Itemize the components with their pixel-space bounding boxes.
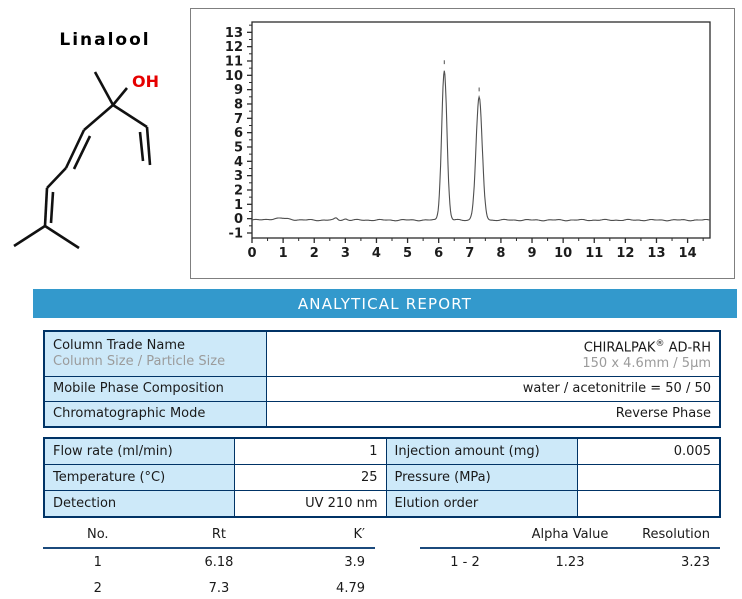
elution-order-label: Elution order xyxy=(385,490,578,518)
x-tick-label: 1 xyxy=(279,246,288,261)
x-tick-label: 11 xyxy=(585,246,603,261)
plot-frame xyxy=(251,21,711,239)
column-size-value: 150 x 4.6mm / 5µm xyxy=(582,356,711,372)
y-tick-label: -1 xyxy=(229,226,243,241)
pair-value: 1 - 2 xyxy=(450,555,480,570)
x-tick-label: 7 xyxy=(465,246,474,261)
table-row: 2 7.3 4.79 xyxy=(43,575,375,599)
flow-rate-label: Flow rate (ml/min) xyxy=(43,437,235,465)
table-row: Flow rate (ml/min) 1 Injection amount (m… xyxy=(43,437,721,465)
y-tick-label: 3 xyxy=(234,169,243,184)
no-value: 1 xyxy=(93,555,102,570)
x-tick-label: 3 xyxy=(341,246,350,261)
resolution-value: 3.23 xyxy=(681,555,710,570)
x-tick-label: 13 xyxy=(647,246,665,261)
chromatogram-panel: -1 0 1 2 3 4 5 6 7 8 9 10 11 12 13 0 1 2 3 4 5 6 7 8 9 10 11 12 13 14 xyxy=(190,8,735,279)
chromatogram-trace xyxy=(251,70,711,222)
y-tick-label: 13 xyxy=(225,26,243,41)
column-trade-name-value-cell: CHIRALPAK® AD-RH 150 x 4.6mm / 5µm xyxy=(265,330,721,378)
x-tick-label: 4 xyxy=(372,246,381,261)
chromatographic-mode-label: Chromatographic Mode xyxy=(43,401,267,428)
pressure-value xyxy=(576,464,721,491)
table-row: Temperature (°C) 25 Pressure (MPa) xyxy=(43,464,721,491)
molecule-structure: OH xyxy=(13,71,159,250)
column-trade-name-value: CHIRALPAK® AD-RH xyxy=(583,339,711,356)
x-tick-label: 10 xyxy=(554,246,572,261)
x-tick-label: 6 xyxy=(434,246,443,261)
y-tick-label: 10 xyxy=(225,69,243,84)
column-size-label: Column Size / Particle Size xyxy=(53,354,226,370)
column-trade-name-cell: Column Trade Name Column Size / Particle… xyxy=(43,330,267,378)
rt-value: 6.18 xyxy=(204,555,234,570)
mobile-phase-value: water / acetonitrile = 50 / 50 xyxy=(265,376,721,403)
y-tick-label: 5 xyxy=(234,140,243,155)
temperature-label: Temperature (°C) xyxy=(43,464,235,491)
kprime-value: 3.9 xyxy=(344,555,365,570)
hydroxyl-label: OH xyxy=(132,72,159,91)
detection-label: Detection xyxy=(43,490,235,518)
alpha-value-header: Alpha Value xyxy=(510,524,630,549)
resolution-header: Resolution xyxy=(630,524,720,549)
table-row: Detection UV 210 nm Elution order xyxy=(43,490,721,518)
y-tick-label: 7 xyxy=(234,112,243,127)
detection-value: UV 210 nm xyxy=(233,490,387,518)
mobile-phase-label: Mobile Phase Composition xyxy=(43,376,267,403)
retention-results-table: No. Rt K′ 1 6.18 3.9 2 7.3 4.79 xyxy=(43,524,375,599)
separation-results-table: Alpha Value Resolution 1 - 2 1.23 3.23 xyxy=(420,524,720,575)
x-tick-label: 2 xyxy=(310,246,319,261)
x-tick-label: 14 xyxy=(679,246,697,261)
injection-amount-label: Injection amount (mg) xyxy=(385,437,578,465)
kprime-header: K′ xyxy=(285,524,375,549)
y-tick-label: 12 xyxy=(225,40,243,55)
molecule-bonds xyxy=(13,71,152,250)
table-row: 1 6.18 3.9 xyxy=(43,548,375,575)
conditions-table: Flow rate (ml/min) 1 Injection amount (m… xyxy=(43,437,721,518)
x-tick-label: 8 xyxy=(496,246,505,261)
y-tick-label: 9 xyxy=(234,83,243,98)
kprime-value: 4.79 xyxy=(336,581,365,596)
y-tick-label: 8 xyxy=(234,97,243,112)
column-info-table: Column Trade Name Column Size / Particle… xyxy=(43,330,721,429)
y-tick-label: 4 xyxy=(234,155,243,170)
flow-rate-value: 1 xyxy=(233,437,387,465)
pair-header xyxy=(420,524,510,549)
table-row: Mobile Phase Composition water / acetoni… xyxy=(43,376,721,403)
table-header-row: Alpha Value Resolution xyxy=(420,524,720,549)
x-tick-label: 9 xyxy=(528,246,537,261)
banner-title: ANALYTICAL REPORT xyxy=(297,294,473,313)
injection-amount-value: 0.005 xyxy=(576,437,721,465)
no-header: No. xyxy=(43,524,153,549)
x-tick-label: 12 xyxy=(616,246,634,261)
column-trade-name-label: Column Trade Name xyxy=(53,338,185,354)
y-tick-label: 11 xyxy=(225,54,243,69)
no-value: 2 xyxy=(93,581,102,596)
rt-header: Rt xyxy=(152,524,286,549)
alpha-value: 1.23 xyxy=(555,555,585,570)
temperature-value: 25 xyxy=(233,464,387,491)
pressure-label: Pressure (MPa) xyxy=(385,464,578,491)
x-tick-label: 0 xyxy=(247,246,256,261)
y-tick-label: 6 xyxy=(234,126,243,141)
table-header-row: No. Rt K′ xyxy=(43,524,375,549)
rt-value: 7.3 xyxy=(208,581,230,596)
y-tick-label: 2 xyxy=(234,183,243,198)
registered-mark-icon: ® xyxy=(655,339,665,349)
chromatographic-mode-value: Reverse Phase xyxy=(265,401,721,428)
table-row: 1 - 2 1.23 3.23 xyxy=(420,548,720,575)
y-tick-label: 1 xyxy=(234,198,243,213)
y-tick-label: 0 xyxy=(234,212,243,227)
table-row: Column Trade Name Column Size / Particle… xyxy=(43,330,721,378)
molecule-title: Linalool xyxy=(59,30,151,50)
analytical-report-banner: ANALYTICAL REPORT xyxy=(33,289,737,318)
x-tick-label: 5 xyxy=(403,246,412,261)
elution-order-value xyxy=(576,490,721,518)
table-row: Chromatographic Mode Reverse Phase xyxy=(43,401,721,428)
